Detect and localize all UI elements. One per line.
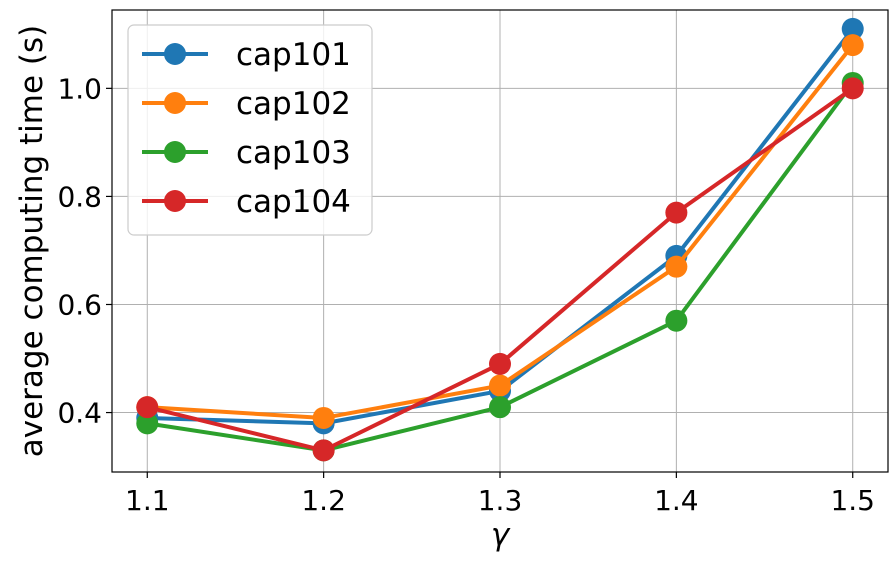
data-point bbox=[136, 412, 159, 435]
y-tick-label: 0.8 bbox=[57, 180, 102, 213]
data-point bbox=[489, 352, 511, 375]
legend-item: cap104 bbox=[142, 184, 351, 220]
x-axis-label: γ bbox=[491, 517, 511, 553]
legend: cap101 cap102 cap103 cap104 bbox=[127, 24, 373, 236]
legend-box bbox=[127, 24, 373, 236]
series-cap104 bbox=[136, 77, 864, 462]
legend-swatch-marker bbox=[164, 43, 186, 65]
data-point bbox=[841, 77, 864, 100]
data-point bbox=[665, 201, 688, 224]
legend-item: cap102 bbox=[142, 86, 351, 122]
data-point bbox=[136, 396, 159, 419]
x-tick-label: 1.2 bbox=[301, 484, 346, 517]
series-layer bbox=[136, 17, 864, 462]
y-axis-ticks: 0.4 0.6 0.8 1.0 bbox=[57, 72, 112, 430]
data-point bbox=[489, 396, 511, 419]
x-tick-label: 1.4 bbox=[654, 484, 699, 517]
legend-swatch-marker bbox=[164, 92, 186, 114]
data-point bbox=[665, 255, 688, 278]
data-point bbox=[312, 439, 335, 462]
legend-swatch-marker bbox=[164, 190, 186, 212]
x-tick-label: 1.1 bbox=[125, 484, 170, 517]
legend-label: cap101 bbox=[236, 37, 351, 73]
legend-item: cap101 bbox=[142, 37, 351, 73]
legend-label: cap103 bbox=[236, 135, 351, 171]
y-axis-label: average computing time (s) bbox=[14, 25, 50, 457]
data-point bbox=[841, 17, 864, 40]
legend-label: cap102 bbox=[236, 86, 351, 122]
x-axis-ticks: 1.1 1.2 1.3 1.4 1.5 bbox=[125, 472, 875, 517]
data-point bbox=[489, 374, 511, 397]
data-point bbox=[312, 406, 335, 429]
y-tick-label: 1.0 bbox=[57, 72, 102, 105]
legend-item: cap103 bbox=[142, 135, 351, 171]
y-tick-label: 0.6 bbox=[57, 288, 102, 321]
data-point bbox=[665, 309, 688, 332]
data-point bbox=[841, 34, 864, 57]
x-tick-label: 1.3 bbox=[478, 484, 523, 517]
legend-swatch-marker bbox=[164, 141, 186, 163]
x-tick-label: 1.5 bbox=[830, 484, 875, 517]
y-tick-label: 0.4 bbox=[57, 397, 102, 430]
legend-label: cap104 bbox=[236, 184, 351, 220]
